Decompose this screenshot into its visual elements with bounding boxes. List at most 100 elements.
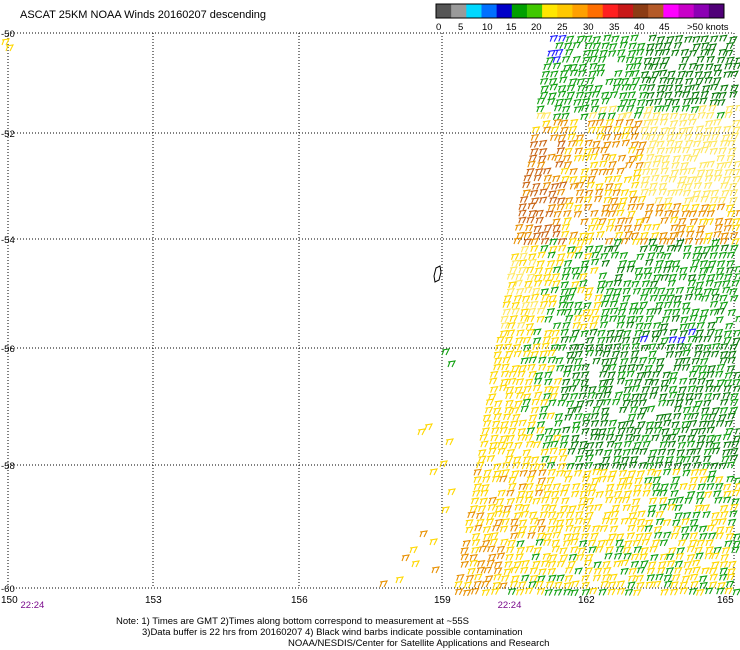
- wind-barb: [679, 113, 688, 120]
- wind-barb: [710, 462, 719, 470]
- wind-barb: [576, 78, 586, 86]
- wind-barb: [641, 385, 651, 393]
- wind-barb: [724, 217, 733, 225]
- wind-barb: [598, 168, 608, 176]
- wind-barb: [735, 57, 740, 64]
- wind-barb: [659, 69, 668, 77]
- wind-barb: [547, 511, 557, 519]
- wind-barb: [646, 574, 656, 582]
- wind-barb: [545, 434, 554, 442]
- wind-barb: [491, 426, 500, 434]
- wind-barb: [694, 400, 704, 408]
- wind-barb: [551, 496, 560, 504]
- wind-barb: [590, 266, 599, 274]
- wind-barb: [672, 519, 681, 527]
- wind-barb: [490, 532, 499, 540]
- wind-barb: [602, 560, 611, 568]
- wind-barb: [492, 420, 501, 428]
- wind-barb: [698, 525, 708, 533]
- wind-barb: [713, 69, 723, 77]
- wind-barb: [615, 545, 625, 553]
- wind-barb: [684, 237, 694, 245]
- wind-barb: [713, 126, 722, 134]
- wind-barb: [599, 370, 608, 378]
- wind-barb: [514, 386, 524, 394]
- wind-barb: [562, 539, 572, 547]
- wind-barb: [528, 370, 537, 378]
- wind-barb: [522, 181, 531, 189]
- wind-barb: [699, 532, 708, 540]
- wind-barb: [585, 504, 595, 512]
- wind-barb: [619, 252, 629, 259]
- wind-barb: [635, 161, 644, 169]
- wind-barb: [639, 553, 649, 561]
- wind-barb: [465, 574, 475, 582]
- wind-barb: [588, 483, 598, 491]
- wind-barb: [671, 49, 680, 57]
- wind-barb: [674, 34, 684, 42]
- wind-barb: [547, 567, 557, 575]
- wind-barb: [467, 511, 476, 519]
- wind-barb: [601, 259, 611, 267]
- wind-barb: [627, 210, 637, 218]
- wind-barb: [564, 475, 573, 483]
- wind-barb: [595, 188, 604, 196]
- wind-barb: [664, 308, 673, 316]
- wind-barb: [580, 378, 590, 386]
- wind-barb: [566, 400, 575, 408]
- wind-barb: [675, 343, 685, 350]
- wind-barb: [645, 48, 655, 56]
- wind-barb: [674, 504, 683, 512]
- wind-barb: [671, 161, 680, 169]
- wind-barb: [686, 225, 695, 233]
- wind-barb: [715, 482, 724, 490]
- wind-barb: [514, 279, 524, 287]
- wind-barb: [616, 580, 626, 588]
- wind-barb: [633, 62, 642, 70]
- wind-barb: [633, 427, 643, 435]
- wind-barb: [574, 147, 584, 155]
- wind-barb: [619, 406, 628, 414]
- wind-barb: [668, 547, 677, 555]
- wind-barb: [510, 253, 520, 261]
- wind-barb: [560, 288, 570, 296]
- wind-barb: [489, 377, 498, 385]
- wind-barb: [538, 356, 547, 364]
- wind-barb: [539, 350, 549, 358]
- wind-barb: [621, 132, 630, 140]
- wind-barb: [672, 468, 681, 476]
- wind-barb: [692, 559, 701, 567]
- time-label: 22:24: [21, 600, 45, 611]
- wind-barb: [570, 589, 579, 597]
- wind-barb: [656, 90, 665, 98]
- wind-barb: [711, 133, 720, 141]
- wind-barb: [673, 462, 683, 470]
- wind-barb: [542, 273, 552, 281]
- wind-barb: [595, 223, 605, 231]
- wind-barb: [686, 230, 695, 238]
- wind-barb: [645, 315, 655, 323]
- wind-barb: [613, 77, 623, 85]
- wind-barb: [727, 412, 736, 420]
- wind-barb: [494, 518, 504, 526]
- wind-barb: [723, 379, 733, 387]
- wind-barb: [584, 139, 594, 147]
- wind-barb: [695, 125, 705, 133]
- wind-barb: [548, 294, 558, 302]
- macquarie-island-outline: [433, 265, 442, 283]
- wind-barb: [681, 204, 690, 212]
- wind-barb: [584, 252, 593, 260]
- wind-barb: [569, 176, 578, 183]
- wind-barb: [594, 245, 604, 252]
- wind-barb: [628, 49, 637, 57]
- wind-barb: [624, 540, 633, 548]
- wind-barb: [670, 588, 679, 596]
- wind-barbs-swath: [1, 34, 740, 597]
- wind-barb: [664, 260, 674, 268]
- wind-barb: [650, 553, 659, 561]
- wind-barb: [548, 504, 557, 512]
- wind-barb: [555, 98, 565, 106]
- wind-barb: [460, 560, 470, 568]
- wind-barb: [544, 588, 554, 596]
- wind-barb: [652, 539, 661, 547]
